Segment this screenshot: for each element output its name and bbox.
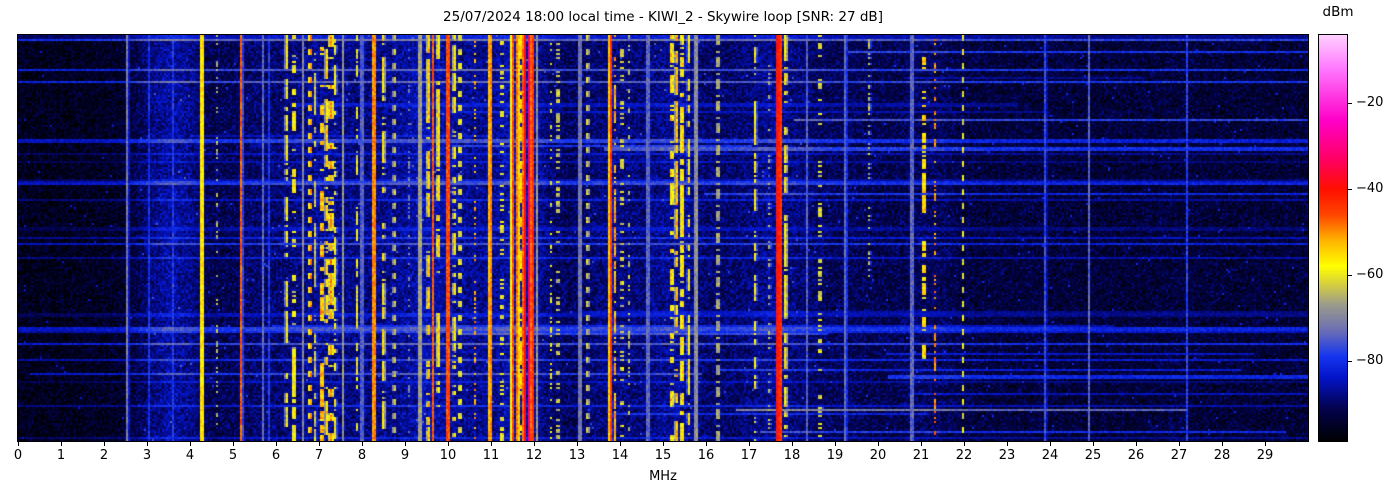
x-tick-mark xyxy=(706,442,707,446)
x-tick-mark xyxy=(792,442,793,446)
x-tick-label: 12 xyxy=(525,448,543,463)
x-tick-mark xyxy=(878,442,879,446)
x-tick-mark xyxy=(147,442,148,446)
colorbar-tick-label: −20 xyxy=(1356,94,1384,110)
x-tick-mark xyxy=(491,442,492,446)
x-tick-label: 6 xyxy=(271,448,281,463)
x-tick-label: 20 xyxy=(869,448,887,463)
colorbar-tick-label: −80 xyxy=(1356,353,1384,368)
x-tick-mark xyxy=(835,442,836,446)
x-tick-label: 1 xyxy=(56,448,66,463)
x-tick-mark xyxy=(1093,442,1094,446)
x-tick-label: 25 xyxy=(1084,448,1102,463)
chart-title: 25/07/2024 18:00 local time - KIWI_2 - S… xyxy=(443,9,883,25)
colorbar-tick-label: −40 xyxy=(1356,180,1384,196)
x-tick-label: 23 xyxy=(998,448,1016,463)
x-tick-mark xyxy=(1136,442,1137,446)
x-tick-mark xyxy=(190,442,191,446)
x-tick-label: 4 xyxy=(185,448,195,463)
x-tick-label: 15 xyxy=(654,448,672,463)
colorbar-tick-mark xyxy=(1348,102,1352,104)
x-tick-label: 21 xyxy=(912,448,930,463)
colorbar-tick-mark xyxy=(1348,188,1352,190)
x-tick-mark xyxy=(534,442,535,446)
waterfall-canvas xyxy=(18,35,1308,441)
x-tick-label: 27 xyxy=(1170,448,1188,463)
x-axis-label: MHz xyxy=(649,469,677,484)
x-tick-label: 0 xyxy=(13,448,23,463)
colorbar-canvas xyxy=(1319,35,1347,441)
x-tick-mark xyxy=(964,442,965,446)
waterfall-plot xyxy=(17,34,1309,442)
x-tick-mark xyxy=(448,442,449,446)
x-tick-mark xyxy=(18,442,19,446)
x-tick-label: 13 xyxy=(568,448,586,463)
x-tick-label: 22 xyxy=(955,448,973,463)
x-tick-label: 3 xyxy=(142,448,152,463)
x-tick-label: 7 xyxy=(314,448,324,463)
x-tick-label: 2 xyxy=(99,448,109,463)
x-tick-mark xyxy=(233,442,234,446)
x-tick-label: 18 xyxy=(783,448,801,463)
x-tick-label: 19 xyxy=(826,448,844,463)
x-tick-label: 10 xyxy=(439,448,457,463)
x-tick-mark xyxy=(1007,442,1008,446)
x-tick-mark xyxy=(1222,442,1223,446)
x-tick-label: 5 xyxy=(228,448,238,463)
x-tick-mark xyxy=(749,442,750,446)
x-tick-mark xyxy=(61,442,62,446)
x-tick-mark xyxy=(104,442,105,446)
x-tick-label: 28 xyxy=(1213,448,1231,463)
x-tick-mark xyxy=(1050,442,1051,446)
colorbar-tick-mark xyxy=(1348,274,1352,276)
x-tick-mark xyxy=(577,442,578,446)
colorbar-tick-label: −60 xyxy=(1356,266,1384,282)
x-tick-label: 17 xyxy=(740,448,758,463)
x-tick-label: 9 xyxy=(400,448,410,463)
colorbar xyxy=(1318,34,1348,442)
x-tick-label: 8 xyxy=(357,448,367,463)
x-tick-mark xyxy=(362,442,363,446)
x-tick-label: 26 xyxy=(1127,448,1145,463)
x-tick-mark xyxy=(620,442,621,446)
x-tick-mark xyxy=(319,442,320,446)
x-tick-label: 29 xyxy=(1256,448,1274,463)
x-tick-label: 14 xyxy=(611,448,629,463)
x-tick-mark xyxy=(921,442,922,446)
x-tick-label: 16 xyxy=(697,448,715,463)
colorbar-tick-mark xyxy=(1348,361,1352,362)
x-tick-mark xyxy=(1265,442,1266,446)
colorbar-unit-label: dBm xyxy=(1322,4,1354,20)
x-tick-label: 11 xyxy=(482,448,500,463)
x-tick-label: 24 xyxy=(1041,448,1059,463)
x-tick-mark xyxy=(663,442,664,446)
x-tick-mark xyxy=(1179,442,1180,446)
x-tick-mark xyxy=(276,442,277,446)
x-tick-mark xyxy=(405,442,406,446)
